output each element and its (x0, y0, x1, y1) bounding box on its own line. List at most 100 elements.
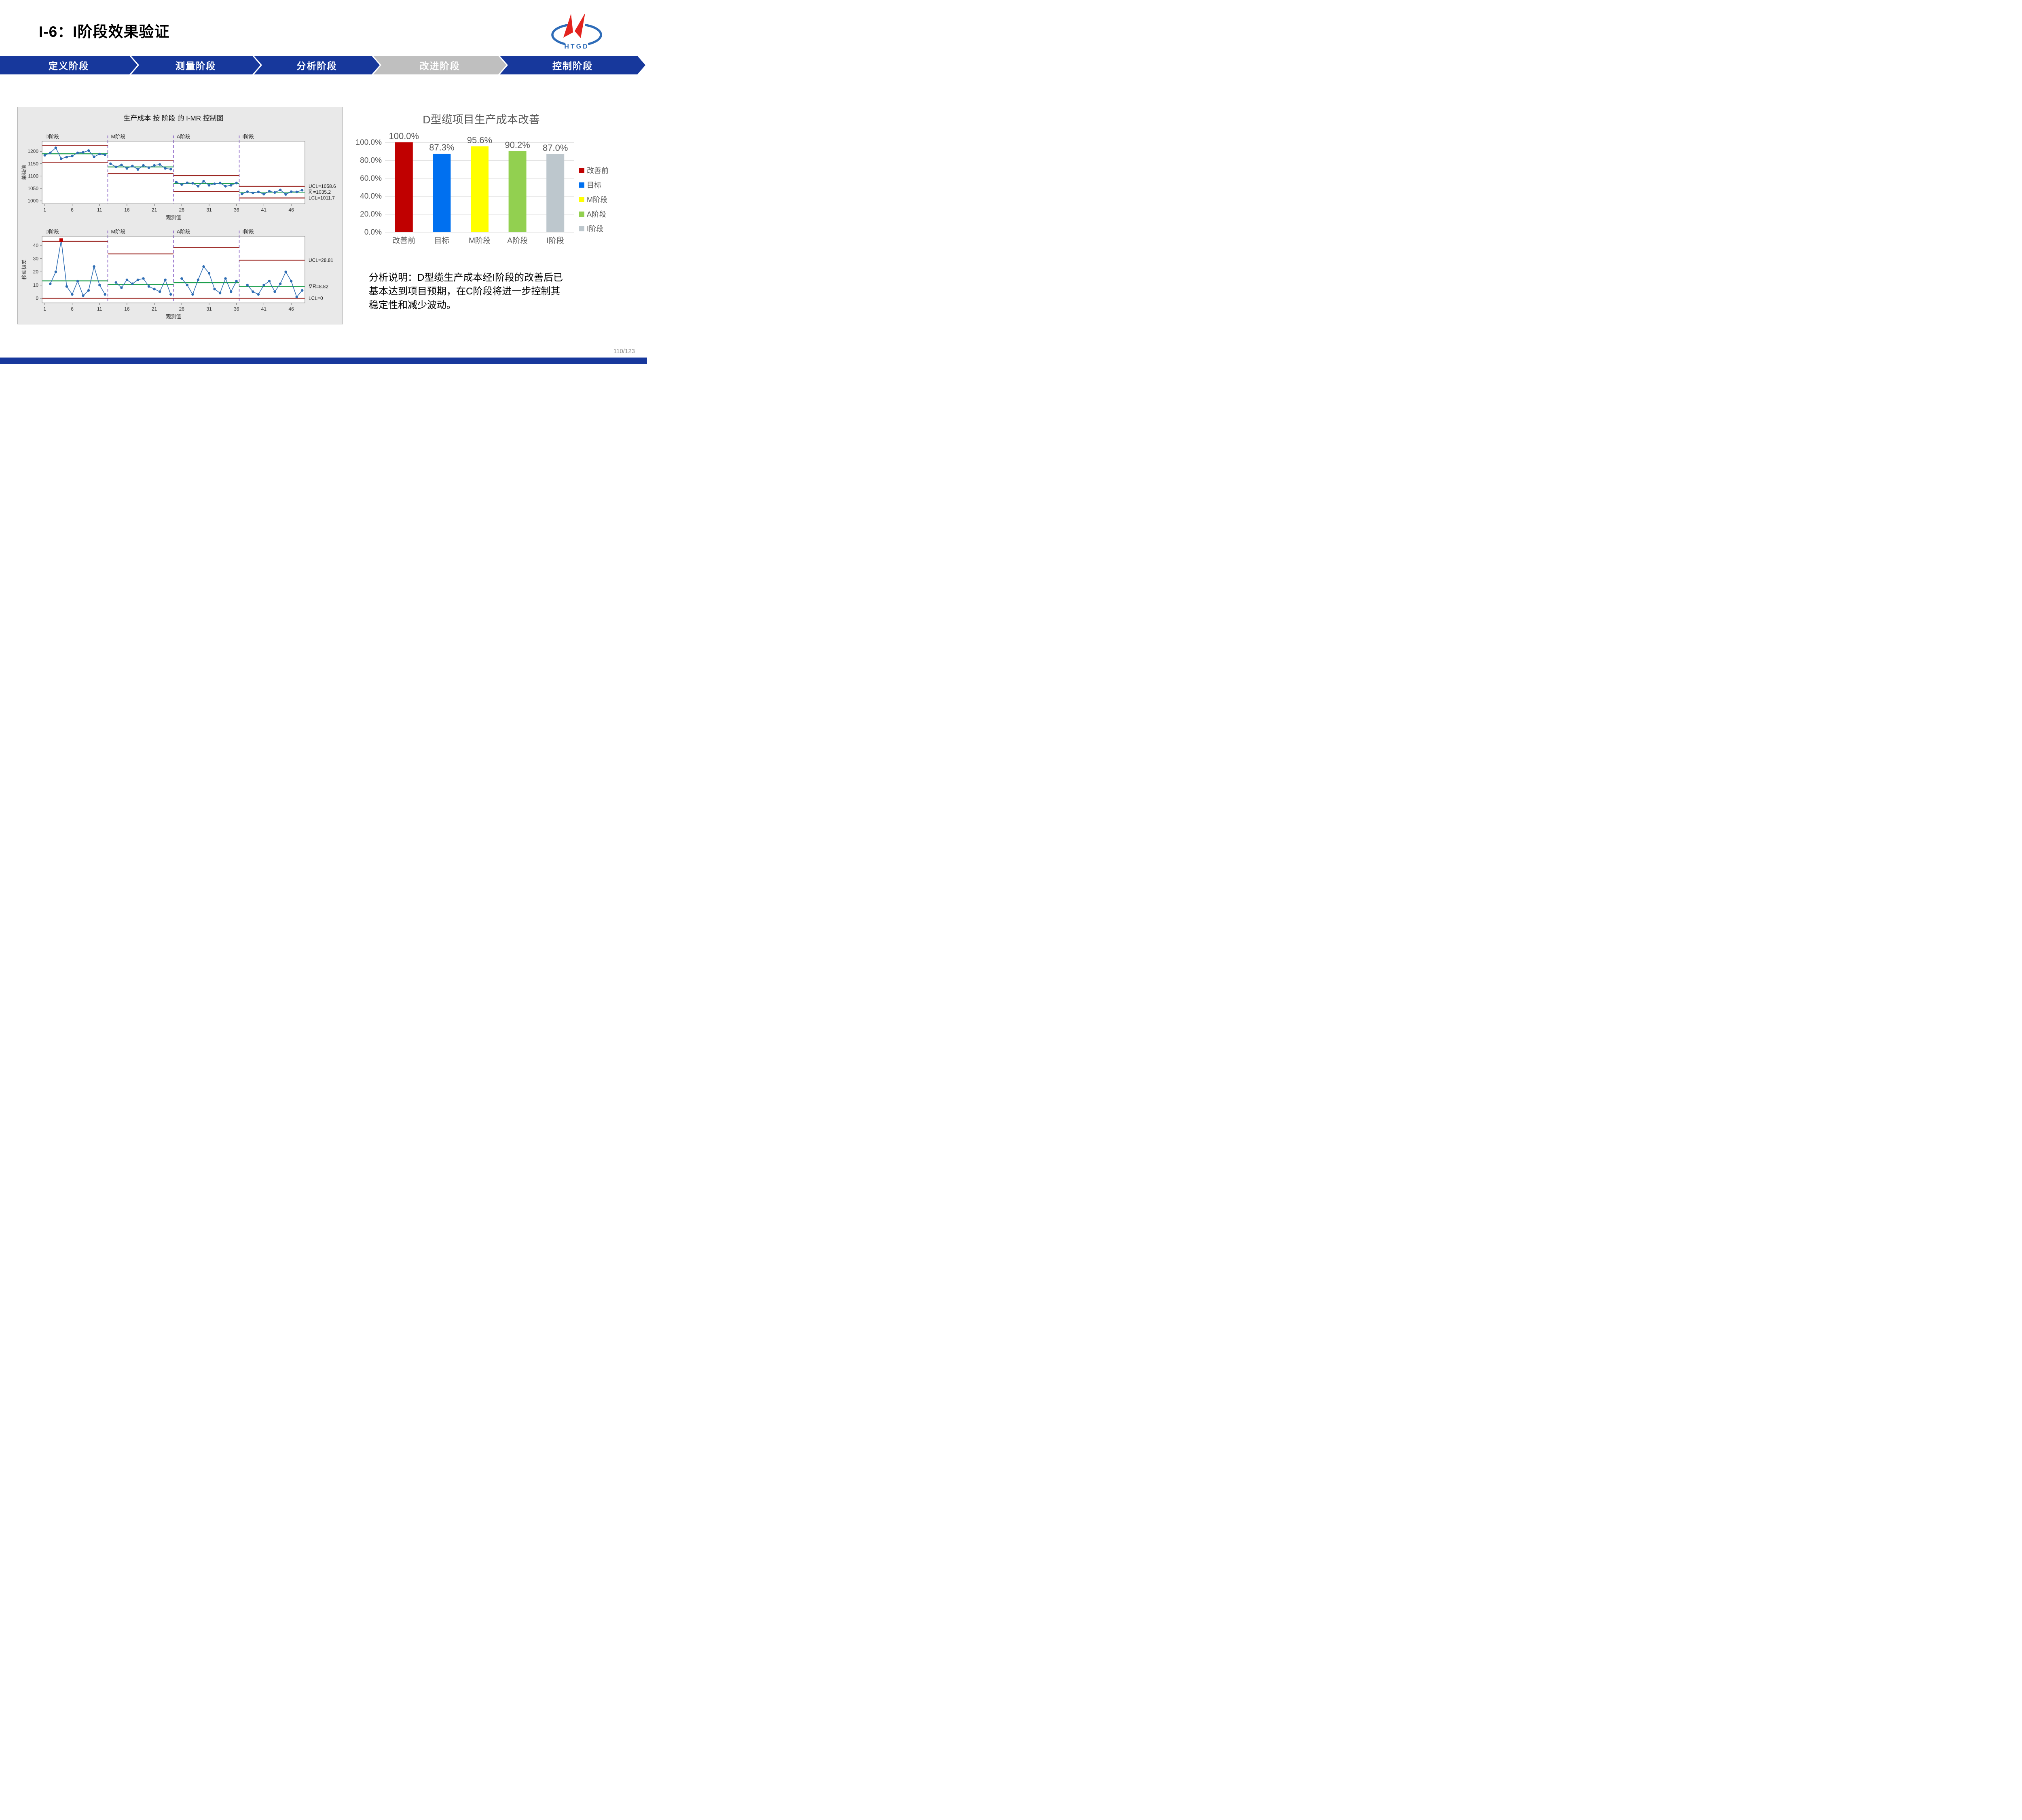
bar-3 (508, 151, 527, 232)
category-label: A阶段 (507, 236, 528, 245)
bar-0 (395, 142, 413, 232)
y-tick-label: 40.0% (360, 192, 382, 201)
phase-step-improve: 改进阶段 (373, 56, 506, 74)
htgd-logo-icon: HTGD (551, 13, 602, 50)
limit-annotation: UCL=1058.6 (309, 184, 336, 189)
data-point (49, 282, 52, 285)
phase-step-analyze: 分析阶段 (254, 56, 380, 74)
data-point (136, 278, 140, 281)
data-point (186, 181, 189, 184)
data-point (175, 180, 178, 184)
data-point (71, 154, 74, 157)
y-tick-label: 30 (33, 256, 39, 262)
phase-step-label: 分析阶段 (296, 61, 337, 71)
y-tick-label: 0 (36, 296, 38, 301)
legend-label: 改善前 (587, 167, 609, 175)
phase-step-label: 测量阶段 (176, 61, 216, 71)
logo-sail-left-icon (563, 14, 573, 38)
data-point (120, 163, 123, 166)
data-point (301, 289, 304, 292)
logo-ellipse-left-arc-icon (551, 23, 569, 45)
data-point (136, 168, 140, 171)
legend-label: I阶段 (587, 225, 604, 233)
bar-value-label: 95.6% (467, 135, 492, 145)
bar-value-label: 90.2% (505, 140, 530, 150)
data-point (284, 271, 287, 273)
legend-item-i-stage: I阶段 (579, 223, 609, 234)
legend-swatch-a-stage-icon (579, 211, 584, 217)
bar-value-label: 87.0% (543, 143, 568, 153)
page-number: 110/123 (613, 348, 635, 355)
y-tick-label: 40 (33, 243, 39, 248)
x-tick-label: 36 (234, 207, 239, 213)
x-tick-label: 6 (71, 306, 74, 312)
slide: I-6：I阶段效果验证 HTGD 定义阶段 测量阶段 分析阶段 改进阶段 控制阶… (0, 0, 647, 364)
data-point (120, 286, 123, 289)
y-tick-label: 10 (33, 282, 39, 288)
data-point (279, 282, 282, 285)
phase-step-measure: 测量阶段 (131, 56, 260, 74)
data-point (197, 185, 200, 188)
stage-label: D阶段 (45, 229, 59, 235)
data-point (218, 292, 222, 294)
phase-step-label: 定义阶段 (49, 61, 89, 71)
data-point (202, 180, 205, 183)
data-point (268, 279, 271, 283)
data-point (246, 284, 249, 287)
logo-ellipse-right-arc-icon (585, 23, 602, 45)
data-point (230, 290, 233, 293)
limit-annotation: LCL=0 (309, 296, 323, 301)
data-point (125, 278, 129, 281)
bar-1 (433, 154, 451, 232)
data-point (54, 271, 57, 273)
data-point (104, 153, 106, 156)
bar-value-label: 87.3% (429, 142, 454, 152)
x-tick-label: 31 (206, 306, 212, 312)
data-point (213, 182, 216, 185)
x-tick-label: 41 (261, 207, 267, 213)
data-point (224, 277, 227, 280)
x-tick-label: 21 (152, 306, 157, 312)
data-point (54, 146, 57, 149)
data-point (207, 184, 211, 187)
x-tick-label: 46 (288, 306, 294, 312)
imr-control-chart: 1000 1050 1100 1150 1200 1 6 11 16 21 26 31 36 41 46 观测… (17, 107, 343, 324)
legend-swatch-before-icon (579, 167, 584, 173)
legend-item-a-stage: A阶段 (579, 209, 609, 219)
legend-item-target: 目标 (579, 180, 609, 190)
stage-label: M阶段 (111, 229, 125, 235)
x-tick-label: 11 (97, 306, 102, 312)
data-point (164, 278, 167, 281)
x-tick-label: 1 (43, 306, 46, 312)
y-tick-label: 60.0% (360, 174, 382, 183)
stage-label: A阶段 (177, 133, 190, 140)
data-point (125, 167, 129, 170)
data-point (153, 164, 156, 167)
limit-annotation: M̅R̅=8.82 (309, 284, 328, 290)
stage-label: I阶段 (243, 229, 254, 235)
stage-label: M阶段 (111, 133, 125, 140)
data-point (158, 163, 161, 166)
data-point (87, 289, 90, 292)
data-point (284, 193, 287, 196)
data-point (279, 188, 282, 191)
data-point (76, 279, 79, 283)
logo-sail-right-icon (575, 13, 585, 38)
legend-label: A阶段 (587, 210, 607, 218)
data-point (153, 288, 156, 290)
category-label: 改善前 (392, 236, 415, 245)
imr-chart-title: 生产成本 按 阶段 的 I-MR 控制图 (123, 114, 224, 122)
phase-step-label: 控制阶段 (552, 61, 593, 71)
x-tick-label: 36 (234, 306, 239, 312)
bar-svg: 100.0% 80.0% 60.0% 40.0% 20.0% 0.0% 100.0% 改善前 8… (356, 131, 574, 245)
data-point (147, 285, 150, 288)
out-of-control-point (59, 238, 63, 242)
category-label: M阶段 (469, 236, 491, 245)
x-tick-label: 11 (97, 207, 102, 213)
data-point (164, 167, 167, 170)
data-point (257, 293, 260, 296)
category-label: 目标 (434, 236, 449, 245)
data-point (295, 296, 298, 298)
data-point (147, 166, 150, 169)
plot-frame (42, 236, 305, 303)
